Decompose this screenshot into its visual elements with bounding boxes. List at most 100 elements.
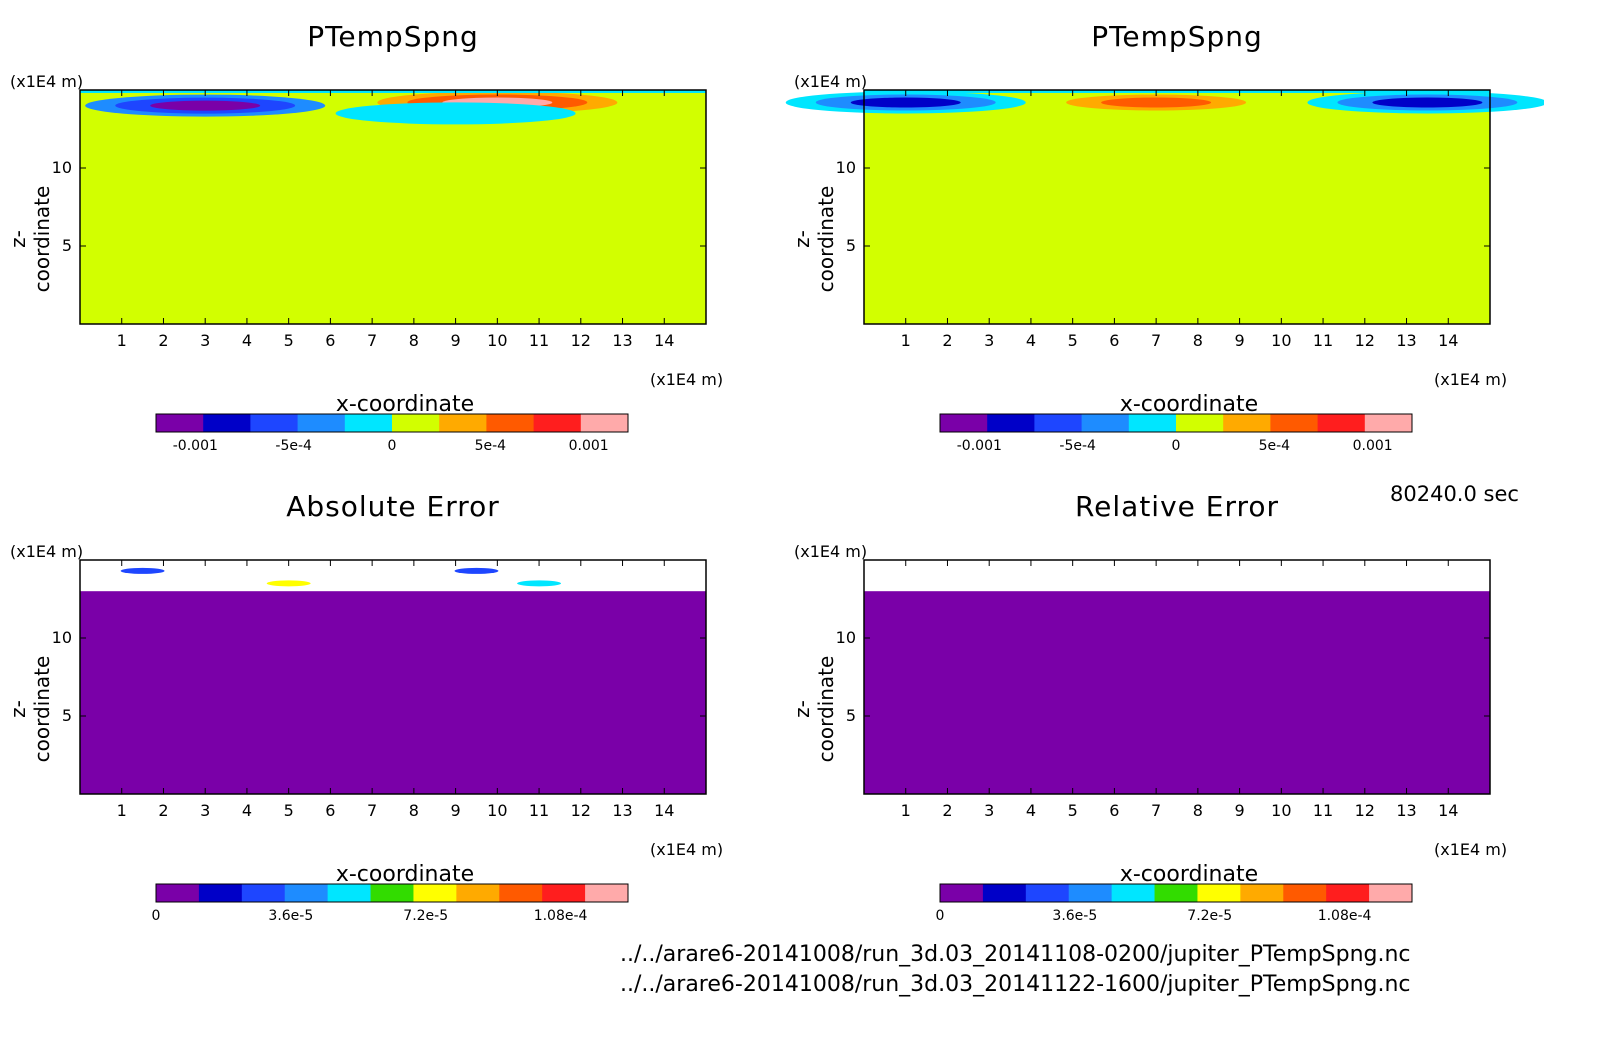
field-background	[80, 90, 706, 324]
x-tick-label: 5	[284, 331, 294, 350]
colorbar-segment	[533, 414, 582, 432]
colorbar-segment	[1111, 884, 1156, 902]
colorbar-segment	[1034, 414, 1083, 432]
x-tick-label: 3	[200, 801, 210, 820]
x-tick-label: 2	[158, 801, 168, 820]
colorbar-segment	[370, 884, 414, 902]
x-tick-label: 14	[654, 331, 674, 350]
colorbar-segment	[156, 884, 200, 902]
x-tick-label: 13	[1396, 331, 1416, 350]
x-tick-label: 8	[409, 801, 419, 820]
colorbar-frame	[939, 883, 1413, 903]
z-tick-label: 10	[52, 158, 72, 177]
x-tick-label: 9	[451, 801, 461, 820]
colorbar-segment	[456, 884, 500, 902]
x-tick-label: 8	[409, 331, 419, 350]
field-background	[864, 90, 1490, 324]
colorbar-segment	[499, 884, 543, 902]
x-tick-label: 4	[242, 801, 252, 820]
x-tick-label: 7	[1151, 331, 1161, 350]
x-tick-label: 1	[901, 331, 911, 350]
colorbar-label: -0.001	[957, 438, 1002, 454]
z-tick-label: 10	[52, 628, 72, 647]
colorbar-label: -5e-4	[1059, 438, 1096, 454]
x-tick-label: 9	[1235, 801, 1245, 820]
x-tick-label: 13	[1396, 801, 1416, 820]
x-tick-label: 4	[1026, 331, 1036, 350]
x-tick-label: 10	[1271, 331, 1291, 350]
x-tick-label: 3	[984, 801, 994, 820]
colorbar-label: 0	[936, 908, 945, 924]
x-tick-label: 6	[1109, 331, 1119, 350]
colorbar-segment	[1270, 414, 1319, 432]
error-artifact	[454, 567, 499, 574]
x-unit-label: (x1E4 m)	[1434, 370, 1508, 389]
x-tick-label: 8	[1193, 801, 1203, 820]
colorbar-segment	[1176, 414, 1224, 432]
z-unit-label: (x1E4 m)	[794, 72, 868, 91]
colorbar-label: -5e-4	[275, 438, 312, 454]
x-axis-label: x-coordinate	[1119, 862, 1259, 887]
plot-frame	[79, 89, 707, 325]
x-tick-label: 14	[654, 801, 674, 820]
colorbar-segment	[250, 414, 299, 432]
colorbar-segment	[1197, 884, 1241, 902]
x-unit-label: (x1E4 m)	[650, 840, 724, 859]
colorbar-frame	[155, 883, 629, 903]
colorbar-segment	[1154, 884, 1198, 902]
x-unit-label: (x1E4 m)	[1434, 840, 1508, 859]
colorbar-label: 0	[152, 908, 161, 924]
x-axis-label: x-coordinate	[335, 392, 475, 417]
x-tick-label: 1	[901, 801, 911, 820]
colorbar-segment	[1317, 414, 1366, 432]
colorbar-label: 0.001	[1353, 438, 1393, 454]
colorbar-segment	[156, 414, 204, 432]
x-tick-label: 14	[1438, 331, 1458, 350]
z-tick-label: 10	[836, 628, 856, 647]
colorbar-label: -0.001	[173, 438, 218, 454]
x-tick-label: 12	[1355, 801, 1375, 820]
time-label: 80240.0 sec	[1390, 482, 1519, 506]
x-tick-label: 7	[367, 801, 377, 820]
x-tick-label: 2	[158, 331, 168, 350]
plot-frame	[863, 89, 1491, 325]
x-tick-label: 2	[942, 801, 952, 820]
z-tick-label: 5	[846, 236, 856, 255]
colorbar-segment	[1081, 414, 1130, 432]
colorbar-label: 0.001	[569, 438, 609, 454]
colorbar-label: 7.2e-5	[403, 908, 448, 924]
colorbar-segment	[241, 884, 286, 902]
error-fill	[864, 591, 1490, 794]
x-tick-label: 5	[1068, 801, 1078, 820]
colorbar-label: 0	[388, 438, 397, 454]
error-artifact	[120, 567, 165, 574]
x-tick-label: 5	[284, 801, 294, 820]
x-tick-label: 11	[529, 801, 549, 820]
x-tick-label: 7	[1151, 801, 1161, 820]
z-unit-label: (x1E4 m)	[10, 542, 84, 561]
x-axis-label: x-coordinate	[335, 862, 475, 887]
colorbar-segment	[1369, 884, 1413, 902]
x-tick-label: 4	[242, 331, 252, 350]
x-tick-label: 8	[1193, 331, 1203, 350]
z-tick-label: 10	[836, 158, 856, 177]
x-tick-label: 2	[942, 331, 952, 350]
x-tick-label: 13	[612, 331, 632, 350]
file-path-2: ../../arare6-20141008/run_3d.03_20141122…	[620, 972, 1411, 997]
colorbar-segment	[297, 414, 346, 432]
x-tick-label: 6	[325, 801, 335, 820]
x-tick-label: 5	[1068, 331, 1078, 350]
x-tick-label: 13	[612, 801, 632, 820]
plot-frame	[863, 559, 1491, 795]
colorbar-segment	[344, 414, 393, 432]
plot-title: PTempSpng	[1091, 20, 1263, 53]
x-tick-label: 12	[571, 801, 591, 820]
